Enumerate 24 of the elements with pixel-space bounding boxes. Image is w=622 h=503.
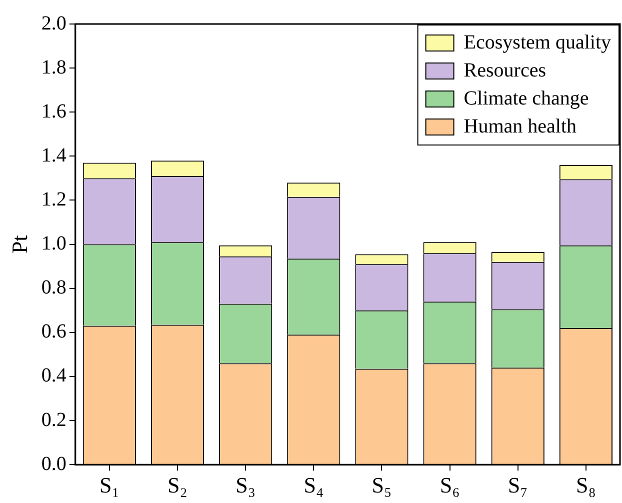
y-tick-label: 0.4 [41,364,66,387]
y-tick-label: 1.0 [41,232,66,255]
x-tick-label: S₆ [440,472,460,498]
legend-label: Human health [464,115,577,138]
legend-label: Ecosystem quality [464,31,612,54]
y-tick-label: 0.8 [41,276,66,299]
x-tick-label: S₄ [304,472,324,498]
y-tick-label: 1.6 [41,100,66,122]
x-tick-label: S₈ [576,472,596,498]
x-tick-label: S₂ [168,472,188,498]
legend-label: Climate change [464,87,589,110]
legend-label: Resources [464,59,546,82]
x-tick-label: S₇ [508,472,528,498]
y-tick-label: 2.0 [41,12,66,34]
x-tick-label: S₃ [236,472,256,498]
x-tick-label: S₅ [372,472,392,498]
y-tick-label: 0.0 [41,452,66,475]
y-axis-title: Pt [6,235,32,254]
y-tick-label: 0.2 [41,408,66,431]
y-tick-label: 1.2 [41,188,66,210]
y-tick-label: 1.8 [41,56,66,78]
y-tick-label: 1.4 [41,144,66,166]
x-tick-label: S₁ [99,472,120,498]
y-tick-label: 0.6 [41,320,66,343]
